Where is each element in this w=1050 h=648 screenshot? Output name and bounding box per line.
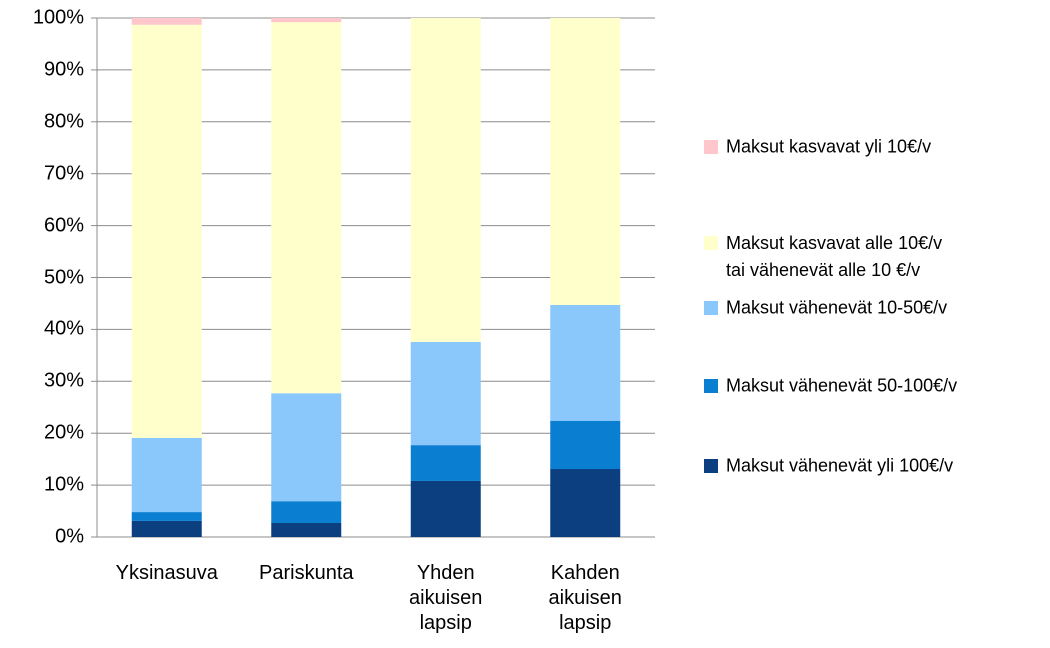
x-tick-label: Pariskunta xyxy=(259,562,354,584)
legend-swatch xyxy=(704,459,718,473)
bar-segment xyxy=(131,512,202,521)
legend-swatch xyxy=(704,140,718,154)
legend-label: Maksut vähenevät 10-50€/v xyxy=(726,297,948,318)
bar-segment xyxy=(410,18,481,342)
legend-label: Maksut kasvavat yli 10€/v xyxy=(726,136,932,157)
legend-swatch xyxy=(704,379,718,393)
y-tick-label: 0% xyxy=(55,525,84,548)
bar-segment xyxy=(131,24,202,438)
legend-label: Maksut vähenevät 50-100€/v xyxy=(726,375,958,396)
bar-segment xyxy=(271,522,342,537)
legend-label: Maksut kasvavat alle 10€/v tai vähenevät… xyxy=(726,233,943,280)
legend-swatch xyxy=(704,236,718,250)
bar-segment xyxy=(271,22,342,394)
bar-segment xyxy=(271,501,342,523)
y-tick-label: 10% xyxy=(43,473,84,496)
x-tick-label: Yhden aikuisen lapsip xyxy=(409,562,483,634)
bar-segment xyxy=(550,420,621,470)
x-tick-label: Yksinasuva xyxy=(115,562,218,584)
bar-segment xyxy=(550,305,621,421)
y-tick-label: 100% xyxy=(32,6,84,29)
bar-segment xyxy=(131,437,202,513)
y-tick-label: 40% xyxy=(43,317,84,340)
bar-segment xyxy=(131,520,202,537)
x-tick-label: Kahden aikuisen lapsip xyxy=(548,562,622,634)
y-tick-label: 70% xyxy=(43,162,84,185)
y-tick-label: 50% xyxy=(43,266,84,288)
legend-swatch xyxy=(704,301,718,315)
bar-segment xyxy=(410,445,481,481)
y-tick-label: 30% xyxy=(43,369,84,392)
y-tick-label: 90% xyxy=(43,58,84,81)
legend-label: Maksut vähenevät yli 100€/v xyxy=(726,455,954,476)
bar-segment xyxy=(550,469,621,537)
bar-segment xyxy=(271,393,342,502)
bar-segment xyxy=(271,18,342,23)
bar-segment xyxy=(410,341,481,446)
y-tick-label: 20% xyxy=(43,421,84,444)
bar-segment xyxy=(550,18,621,306)
y-tick-label: 80% xyxy=(43,110,84,133)
bar-segment xyxy=(131,18,202,25)
bar-segment xyxy=(410,480,481,537)
y-tick-label: 60% xyxy=(43,214,84,237)
